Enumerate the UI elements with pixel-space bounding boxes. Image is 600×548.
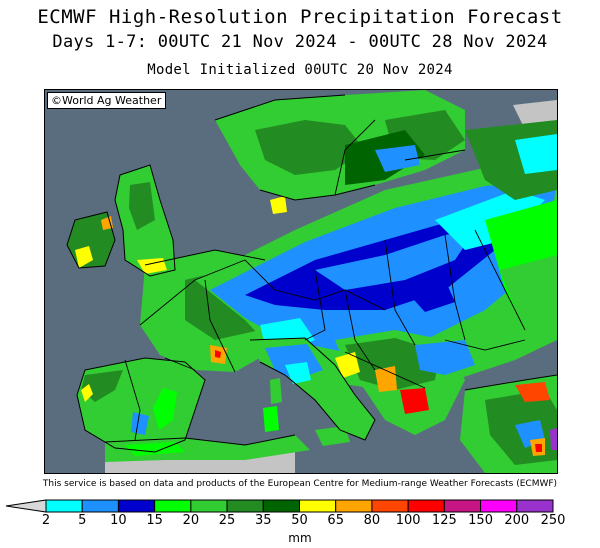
chart-title: ECMWF High-Resolution Precipitation Fore…	[37, 6, 563, 28]
anatolia-precip	[460, 375, 557, 473]
colorbar-swatch	[480, 499, 518, 513]
colorbar-swatch	[262, 499, 300, 513]
colorbar	[5, 499, 554, 513]
colorbar-swatch	[190, 499, 228, 513]
map-canvas	[45, 90, 557, 473]
colorbar-swatch	[81, 499, 119, 513]
colorbar-units: mm	[288, 531, 312, 545]
watermark-label: ©World Ag Weather	[47, 92, 167, 109]
colorbar-tick-label: 2	[41, 513, 51, 528]
colorbar-swatch	[371, 499, 409, 513]
coastlines	[66, 94, 557, 453]
eastern-europe-precip	[465, 120, 557, 335]
colorbar-swatch	[335, 499, 373, 513]
colorbar-swatch	[299, 499, 337, 513]
islands-precip	[263, 378, 350, 446]
colorbar-swatch	[226, 499, 264, 513]
colorbar-swatch	[117, 499, 156, 513]
colorbar-swatch	[154, 499, 192, 513]
colorbar-tick-label: 125	[431, 513, 457, 528]
colorbar-swatch	[443, 499, 482, 513]
colorbar-tick-label: 25	[218, 513, 236, 528]
precipitation-map: ©World Ag Weather	[44, 89, 558, 474]
model-init-time: Model Initialized 00UTC 20 Nov 2024	[147, 62, 453, 78]
data-source-disclaimer: This service is based on data and produc…	[42, 479, 558, 489]
colorbar-labels: 2 5 10 15 20 25 35 50 65 80 100 125 150 200 250	[0, 513, 600, 529]
iberia-precip	[77, 358, 205, 452]
colorbar-tick-label: 15	[146, 513, 163, 528]
colorbar-tick-label: 10	[110, 513, 127, 528]
italy-balkans-precip	[250, 330, 475, 440]
colorbar-tick-label: 65	[327, 513, 344, 528]
colorbar-tick-label: 50	[291, 513, 308, 528]
colorbar-swatch	[45, 499, 83, 513]
forecast-period: Days 1-7: 00UTC 21 Nov 2024 - 00UTC 28 N…	[52, 32, 548, 52]
colorbar-tick-label: 80	[363, 513, 381, 528]
colorbar-tick-label: 5	[78, 513, 87, 528]
colorbar-tick-label: 20	[182, 513, 200, 528]
colorbar-tick-label: 250	[540, 513, 566, 528]
colorbar-tick-label: 150	[468, 513, 493, 528]
colorbar-low-arrow	[5, 499, 47, 513]
colorbar-tick-label: 200	[504, 513, 530, 528]
colorbar-swatch	[516, 499, 554, 513]
country-borders	[124, 119, 526, 441]
colorbar-swatch	[407, 499, 445, 513]
colorbar-tick-label: 100	[395, 513, 421, 528]
scandinavia-precip	[215, 90, 465, 214]
colorbar-tick-label: 35	[255, 513, 272, 528]
